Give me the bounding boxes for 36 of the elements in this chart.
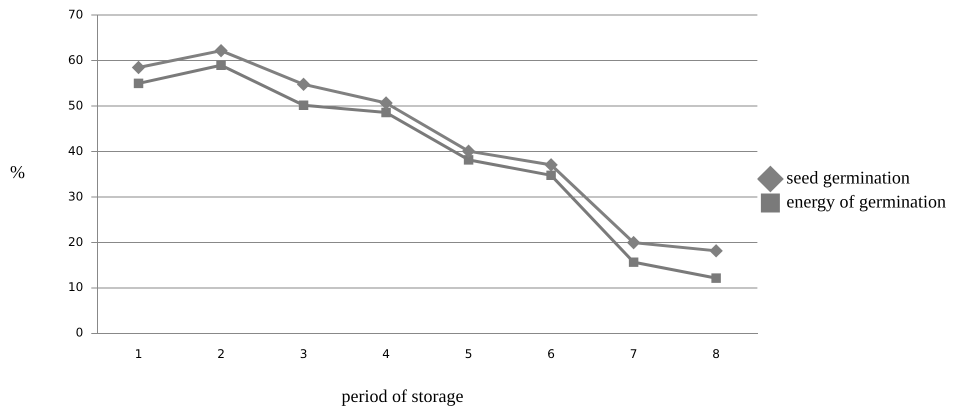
legend-label: seed germination (786, 168, 910, 188)
x-tick-label: 4 (382, 346, 390, 361)
point (216, 60, 226, 70)
x-tick-label: 7 (630, 346, 638, 361)
point (298, 100, 308, 110)
y-tick-label: 30 (68, 189, 84, 204)
point (462, 144, 476, 158)
point (546, 170, 556, 180)
x-tick-label: 8 (712, 346, 720, 361)
x-tick-label: 2 (217, 346, 225, 361)
legend-label: energy of germination (786, 192, 946, 212)
y-tick-label: 10 (68, 280, 84, 294)
point (381, 108, 391, 118)
y-tick-label: 0 (76, 326, 84, 340)
point (380, 96, 393, 110)
x-tick-label: 1 (134, 346, 142, 361)
point (464, 155, 474, 165)
x-tick-label: 6 (547, 346, 555, 361)
x-tick-label: 5 (464, 346, 472, 361)
y-tick-label: 50 (68, 98, 84, 112)
y-tick-label: 40 (68, 144, 84, 158)
point (544, 158, 558, 172)
point (214, 44, 228, 58)
point (710, 244, 723, 258)
y-axis-title: % (10, 162, 25, 183)
x-tick-label: 3 (300, 346, 308, 361)
point (627, 236, 640, 250)
point (711, 273, 721, 283)
point (134, 78, 144, 88)
y-tick-label: 70 (68, 7, 84, 22)
x-axis-title: period of storage (340, 386, 464, 407)
y-tick-label: 20 (68, 234, 84, 249)
y-tick-label: 60 (68, 52, 84, 67)
point (628, 257, 638, 267)
point (297, 78, 310, 91)
point (132, 61, 146, 74)
